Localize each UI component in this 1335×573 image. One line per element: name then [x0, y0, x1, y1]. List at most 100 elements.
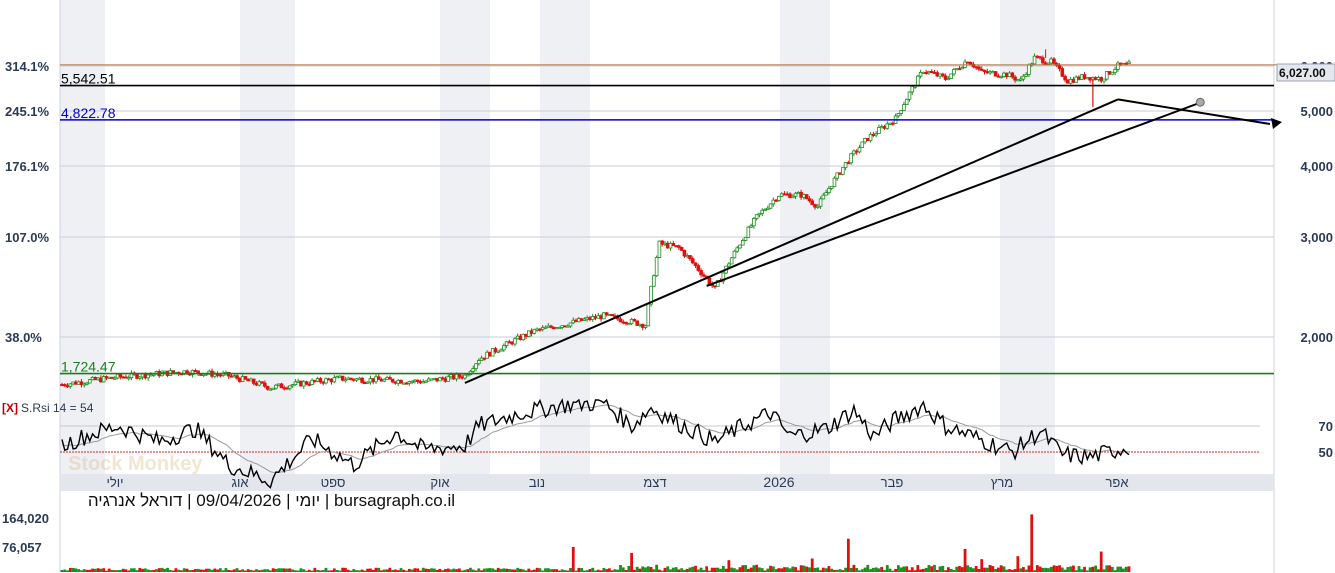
candle-body	[763, 209, 767, 212]
volume-bar	[955, 566, 959, 572]
volume-bar	[699, 567, 703, 572]
volume-bar	[143, 568, 147, 572]
candle-body	[846, 162, 851, 165]
volume-bar	[988, 564, 992, 572]
percent-tick-label: 176.1%	[5, 159, 50, 174]
volume-bar	[733, 568, 736, 572]
candle-body	[360, 377, 364, 383]
volume-bar	[952, 570, 956, 572]
volume-bar	[280, 568, 283, 572]
volume-bar	[469, 567, 472, 572]
volume-bar	[260, 569, 264, 572]
volume-bar	[577, 567, 581, 572]
candle-body	[243, 376, 248, 380]
volume-bar	[719, 568, 722, 572]
volume-bar	[541, 570, 545, 572]
volume-bar	[891, 570, 895, 572]
candle-body	[738, 244, 742, 249]
volume-bar	[360, 569, 364, 572]
volume-bar	[1080, 569, 1084, 572]
volume-bar	[941, 565, 945, 572]
candle-body	[979, 68, 984, 71]
volume-bar	[933, 564, 936, 572]
volume-bar	[510, 569, 514, 572]
volume-bar	[983, 567, 986, 572]
candle-body	[274, 384, 278, 389]
volume-bar	[905, 566, 909, 572]
volume-bar	[849, 567, 853, 572]
candle-body	[502, 345, 506, 351]
candle-body	[821, 194, 826, 200]
volume-bar	[788, 568, 792, 572]
candle-body	[835, 172, 840, 179]
volume-bar	[569, 567, 572, 572]
price-tick-label: 3,000	[1300, 230, 1333, 245]
trendline-handle	[1195, 97, 1205, 107]
volume-bar	[1019, 568, 1023, 572]
candle-body	[824, 192, 828, 196]
volume-bar	[1108, 565, 1111, 572]
candle-body	[849, 153, 853, 164]
volume-bar	[74, 568, 78, 572]
volume-bar	[246, 569, 250, 572]
volume-bar	[310, 570, 314, 572]
candle-body	[740, 240, 745, 246]
volume-bar	[874, 567, 878, 572]
candle-body	[843, 162, 848, 169]
candle-body	[899, 110, 903, 114]
candle-body	[410, 380, 414, 383]
volume-bar	[382, 569, 386, 572]
candle-body	[1021, 75, 1026, 80]
volume-bar	[82, 569, 86, 572]
volume-tick-label: 164,020	[2, 511, 49, 526]
candle-body	[521, 334, 526, 341]
volume-bar	[783, 567, 786, 572]
candle-body	[693, 262, 698, 267]
volume-bar	[738, 567, 742, 572]
percent-tick-label: 245.1%	[5, 104, 50, 119]
candle-body	[146, 374, 150, 379]
volume-bar	[1008, 569, 1011, 572]
volume-bar	[1013, 569, 1017, 572]
volume-bar	[177, 569, 181, 572]
candle-body	[1013, 76, 1017, 81]
volume-bar	[813, 567, 817, 572]
candle-body	[857, 147, 862, 153]
volume-bar	[863, 567, 867, 572]
volume-bar	[985, 567, 989, 572]
volume-bar	[852, 564, 856, 572]
candle-body	[290, 384, 295, 387]
volume-bar	[580, 568, 584, 572]
volume-bar	[107, 568, 111, 572]
volume-bar	[419, 570, 422, 572]
candle-body	[126, 377, 131, 380]
candle-body	[310, 379, 314, 385]
candle-body	[1024, 74, 1028, 77]
candle-body	[646, 303, 651, 327]
volume-bar	[616, 569, 620, 572]
volume-bar	[127, 570, 131, 572]
candle-body	[952, 69, 956, 75]
candle-body	[263, 382, 267, 387]
volume-bar	[896, 565, 900, 572]
volume-bar	[396, 570, 400, 572]
volume-bar	[805, 566, 809, 572]
volume-bar	[619, 564, 622, 572]
volume-bar	[524, 570, 528, 572]
volume-bar	[1083, 566, 1086, 572]
volume-bar	[808, 567, 811, 572]
candle-body	[771, 199, 776, 205]
volume-bar	[230, 570, 233, 572]
candle-body	[624, 321, 628, 325]
rsi-close-marker: [X]	[2, 401, 18, 415]
volume-bar	[232, 569, 236, 572]
candle-body	[332, 377, 337, 383]
candle-body	[918, 71, 923, 77]
volume-bar	[841, 570, 845, 572]
volume-bar	[202, 569, 206, 572]
candle-body	[749, 225, 753, 228]
volume-bar	[391, 569, 395, 572]
volume-bar	[196, 568, 200, 572]
volume-bar	[560, 569, 564, 572]
candle-body	[304, 381, 309, 385]
